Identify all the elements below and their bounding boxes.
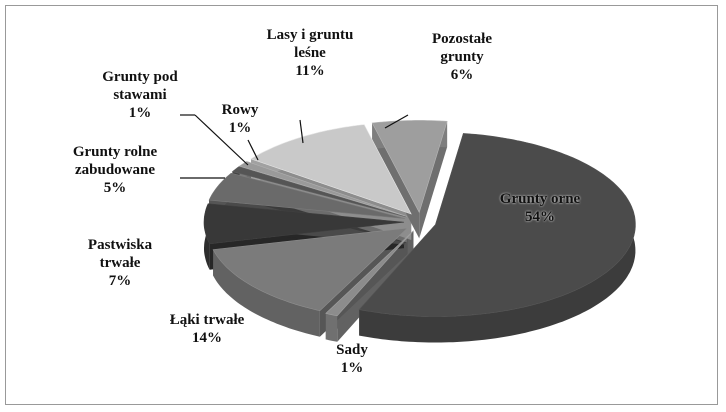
- slice: [371, 120, 448, 214]
- slice-label: Grunty orne 54%: [465, 190, 615, 226]
- leader-line: [384, 114, 409, 129]
- value-label: 11%: [295, 63, 325, 79]
- slice: [208, 172, 406, 219]
- category-label: Łąki trwałe: [169, 312, 245, 328]
- category-label: Sady: [336, 342, 368, 358]
- category-label: Lasy i gruntu leśne: [266, 27, 354, 61]
- slice-label: Rowy 1%: [210, 101, 270, 137]
- slice-wall: [359, 133, 636, 343]
- category-label: Grunty rolne zabudowane: [72, 144, 158, 178]
- slice-wall: [213, 249, 320, 337]
- value-label: 54%: [525, 209, 555, 225]
- slice-label: Grunty rolne zabudowane 5%: [45, 143, 185, 197]
- slice-label: Łąki trwałe 14%: [142, 311, 272, 347]
- chart-frame: [5, 5, 718, 405]
- leader-line: [194, 114, 249, 166]
- value-label: 14%: [192, 330, 222, 346]
- category-label: Rowy: [221, 102, 259, 118]
- category-label: Grunty pod stawami: [102, 69, 178, 103]
- slice-label: Lasy i gruntu leśne 11%: [255, 26, 365, 80]
- slice-label: Pozostałe grunty 6%: [412, 30, 512, 84]
- slice: [203, 203, 405, 245]
- value-label: 7%: [108, 273, 132, 289]
- leader-line: [247, 139, 259, 161]
- slice-side: [419, 121, 448, 239]
- value-label: 1%: [128, 105, 152, 121]
- slice: [231, 166, 407, 218]
- value-label: 5%: [103, 180, 127, 196]
- slice: [238, 161, 407, 217]
- slice-label: Sady 1%: [322, 341, 382, 377]
- category-label: Pastwiska trwałe: [87, 237, 153, 271]
- slice: [212, 227, 409, 312]
- slice-label: Pastwiska trwałe 7%: [75, 236, 165, 290]
- leader-lines: [180, 114, 409, 179]
- slice-wall: [325, 313, 338, 342]
- value-label: 1%: [340, 360, 364, 376]
- category-label: Grunty orne: [499, 191, 581, 207]
- value-label: 1%: [228, 120, 252, 136]
- slice: [325, 230, 414, 317]
- value-label: 6%: [450, 67, 474, 83]
- slice: [358, 133, 636, 317]
- category-label: Pozostałe grunty: [432, 31, 492, 65]
- leader-line: [299, 119, 304, 144]
- slice-label: Grunty pod stawami 1%: [85, 68, 195, 122]
- slice: [250, 124, 412, 215]
